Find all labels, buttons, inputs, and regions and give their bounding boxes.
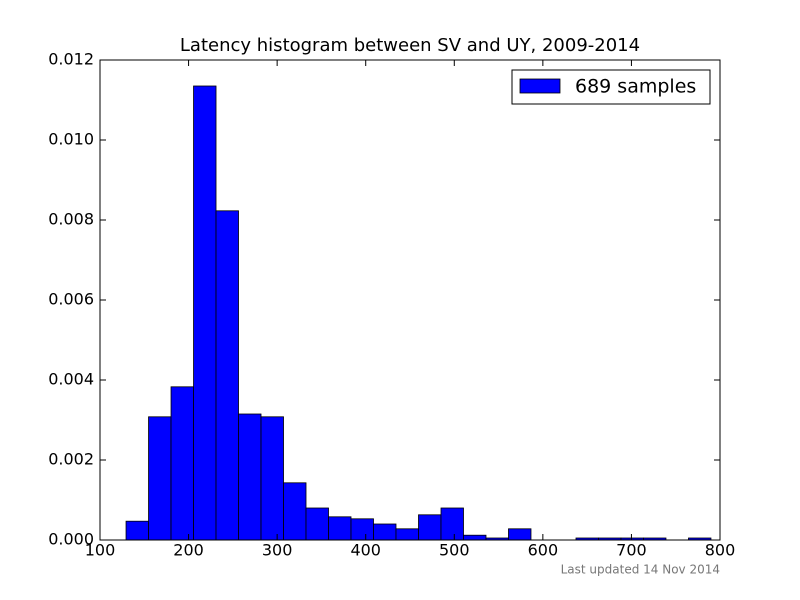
annotation: Last updated 14 Nov 2014	[561, 563, 720, 577]
bar	[170, 386, 194, 541]
x-tick-label: 300	[262, 541, 293, 560]
y-tick-label: 0.000	[48, 530, 94, 549]
x-tick-label: 400	[350, 541, 381, 560]
y-tick-label: 0.002	[48, 450, 94, 469]
y-tick-label: 0.004	[48, 370, 94, 389]
bar	[238, 413, 262, 541]
bar	[193, 85, 217, 541]
bar	[418, 514, 442, 541]
bar	[373, 523, 397, 541]
legend-label: 689 samples	[575, 76, 696, 98]
bar	[395, 528, 419, 541]
bar	[283, 482, 307, 541]
y-tick-label: 0.008	[48, 210, 94, 229]
legend-swatch	[519, 78, 561, 94]
x-tick-label: 500	[439, 541, 470, 560]
bar	[148, 416, 172, 541]
chart-title: Latency histogram between SV and UY, 200…	[180, 35, 640, 56]
x-tick-label: 800	[705, 541, 736, 560]
bar	[350, 518, 374, 541]
x-tick-label: 600	[528, 541, 559, 560]
bar	[328, 516, 352, 541]
bar	[260, 416, 284, 541]
x-tick-label: 200	[173, 541, 204, 560]
bar	[463, 534, 487, 541]
bar	[215, 210, 239, 541]
x-tick-label: 100	[85, 541, 116, 560]
y-tick-label: 0.012	[48, 50, 94, 69]
bar	[508, 528, 532, 541]
x-tick-label: 700	[616, 541, 647, 560]
bar	[125, 520, 149, 541]
y-tick-label: 0.010	[48, 130, 94, 149]
bar	[305, 507, 329, 541]
bar	[440, 507, 464, 541]
y-tick-label: 0.006	[48, 290, 94, 309]
